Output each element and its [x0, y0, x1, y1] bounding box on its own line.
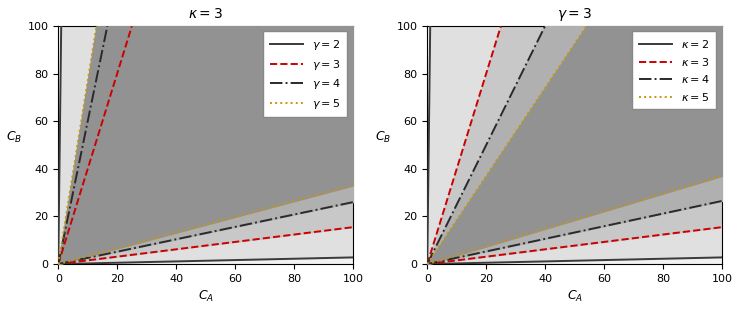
Title: $\gamma = 3$: $\gamma = 3$: [557, 6, 592, 23]
X-axis label: $C_A$: $C_A$: [567, 289, 583, 304]
Y-axis label: $C_B$: $C_B$: [375, 130, 390, 145]
Text: $(\bar{\theta},\bar{\theta})$ is
a NE: $(\bar{\theta},\bar{\theta})$ is a NE: [558, 125, 603, 156]
Text: $(\bar{\theta},\bar{\theta})$ is
a NE: $(\bar{\theta},\bar{\theta})$ is a NE: [189, 125, 234, 156]
Title: $\kappa = 3$: $\kappa = 3$: [188, 7, 223, 20]
Legend: $\kappa=2$, $\kappa=3$, $\kappa=4$, $\kappa=5$: $\kappa=2$, $\kappa=3$, $\kappa=4$, $\ka…: [632, 31, 717, 109]
Y-axis label: $C_B$: $C_B$: [6, 130, 21, 145]
X-axis label: $C_A$: $C_A$: [198, 289, 214, 304]
Legend: $\gamma=2$, $\gamma=3$, $\gamma=4$, $\gamma=5$: $\gamma=2$, $\gamma=3$, $\gamma=4$, $\ga…: [263, 31, 348, 117]
